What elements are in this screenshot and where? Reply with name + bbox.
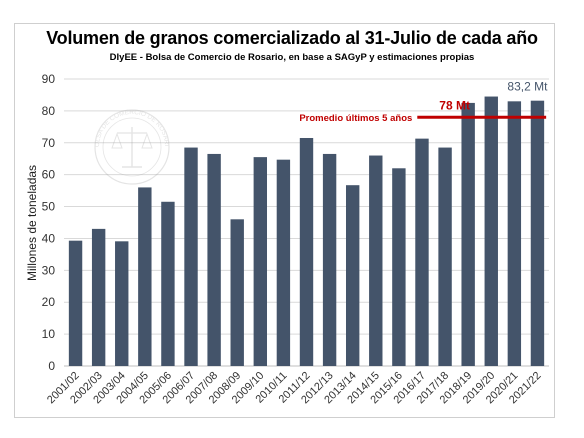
- y-tick-label: 90: [42, 72, 56, 86]
- y-tick-label: 50: [42, 200, 56, 214]
- bars: [68, 96, 545, 367]
- bcr-watermark-logo: BOLSA DE COMERCIO DE ROSARIO: [0, 0, 170, 185]
- y-tick-label: 80: [42, 104, 56, 118]
- y-axis-title: Millones de toneladas: [25, 165, 39, 281]
- bar-2001-02: [68, 240, 83, 366]
- y-tick-label: 30: [42, 263, 56, 277]
- average-label: Promedio últimos 5 años: [299, 113, 412, 124]
- bar-2006-07: [184, 147, 198, 366]
- bar-2003-04: [115, 241, 129, 366]
- bar-2012-13: [322, 153, 337, 366]
- chart-subtitle: DIyEE - Bolsa de Comercio de Rosario, en…: [109, 52, 475, 63]
- bar-2002-03: [91, 228, 106, 366]
- bar-2004-05: [138, 187, 152, 366]
- y-tick-label: 0: [48, 359, 55, 373]
- y-tick-label: 20: [42, 295, 56, 309]
- bar-2007-08: [207, 153, 221, 366]
- y-tick-label: 10: [42, 327, 56, 341]
- bar-2015-16: [392, 168, 406, 366]
- bar-2020-21: [507, 101, 522, 367]
- y-tick-labels: 0 10 20 30 40 50 60 70 80 90: [42, 72, 56, 373]
- bar-2009-10: [253, 157, 268, 366]
- bar-2018-19: [461, 102, 475, 367]
- bar-2005-06: [161, 201, 175, 366]
- bar-2021-22: [530, 100, 545, 366]
- bar-2019-20: [484, 96, 498, 367]
- x-tick-labels: 2001/022002/032003/042004/052005/062006/…: [45, 370, 544, 407]
- svg-text:BOLSA DE COMERCIO DE ROSARIO: BOLSA DE COMERCIO DE ROSARIO: [0, 0, 170, 147]
- watermark-text: BOLSA DE COMERCIO DE ROSARIO: [0, 0, 170, 147]
- y-tick-label: 70: [42, 136, 56, 150]
- bar-2008-09: [230, 219, 244, 366]
- bar-2010-11: [276, 159, 291, 366]
- average-value-label: 78 Mt: [439, 98, 470, 112]
- bar-2013-14: [345, 185, 360, 366]
- bar-2017-18: [438, 147, 452, 366]
- last-value-label: 83,2 Mt: [507, 80, 548, 94]
- y-tick-label: 40: [42, 231, 56, 245]
- bar-2011-12: [299, 137, 314, 366]
- average-reference: Promedio últimos 5 años 78 Mt 83,2 Mt: [299, 80, 548, 124]
- chart-title: Volumen de granos comercializado al 31-J…: [46, 28, 538, 48]
- bar-2016-17: [415, 138, 429, 366]
- bar-2014-15: [369, 155, 383, 366]
- y-tick-label: 60: [42, 168, 56, 182]
